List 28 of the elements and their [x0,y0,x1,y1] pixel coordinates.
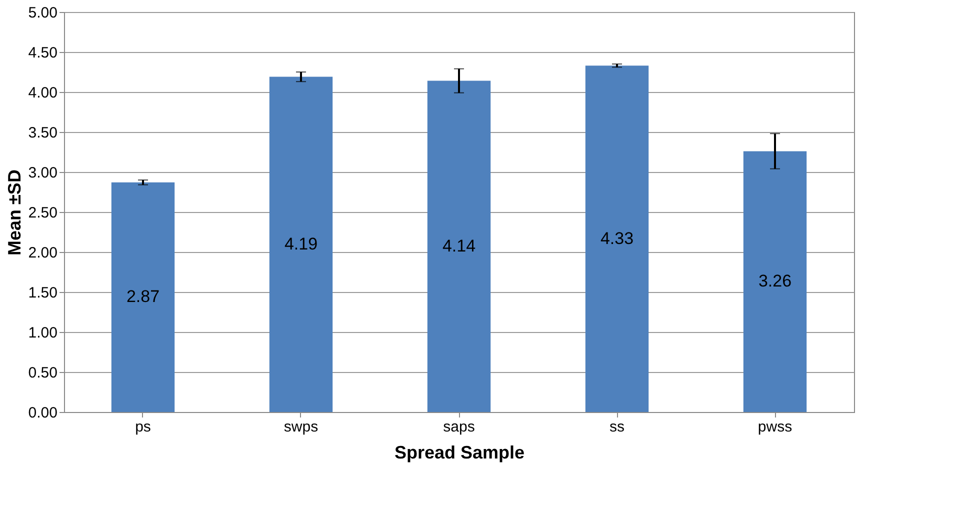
x-tick-label: ss [610,418,624,436]
x-tick-label: saps [443,418,475,436]
data-label: 4.14 [442,236,476,256]
y-tick-label: 1.00 [28,324,58,342]
bar [585,66,649,412]
bar [743,151,807,412]
y-tick-label: 2.00 [28,244,58,262]
y-tick-label: 2.50 [28,204,58,222]
data-label: 4.33 [600,228,634,248]
y-tick-label: 3.50 [28,124,58,142]
data-label: 4.19 [284,234,318,254]
y-tick-label: 4.00 [28,84,58,102]
bar [427,80,491,412]
bar [269,76,333,412]
x-tick-label: ps [135,418,151,436]
x-axis-title: Spread Sample [394,442,525,462]
x-tick-label: pwss [758,418,792,436]
data-label: 3.26 [758,272,792,291]
bar [111,182,175,412]
y-axis-title: Mean ±SD [4,170,24,256]
y-tick-label: 3.00 [28,164,58,182]
y-tick-label: 4.50 [28,44,58,62]
x-tick-label: swps [284,418,318,436]
y-tick-label: 0.50 [28,364,58,382]
y-tick-label: 1.50 [28,284,58,302]
y-tick-label: 5.00 [28,4,58,22]
y-tick-label: 0.00 [28,404,58,422]
data-label: 2.87 [126,287,160,306]
